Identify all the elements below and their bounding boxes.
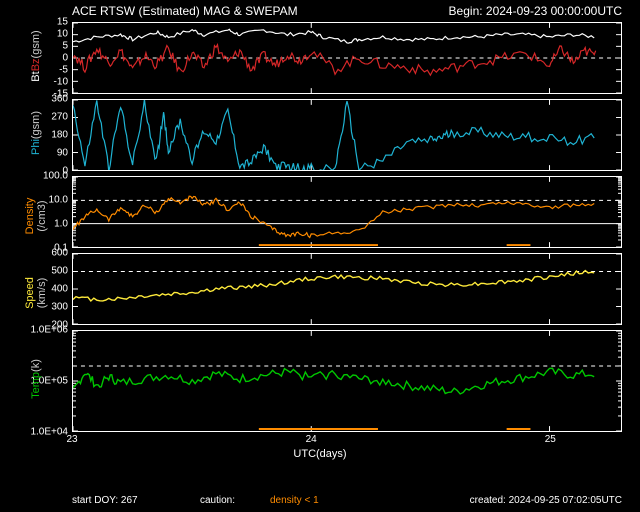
footer-created: created: 2024-09-25 07:02:05UTC — [470, 495, 622, 506]
panel-density — [72, 176, 622, 248]
ytick: 10.0 — [49, 195, 68, 206]
xtick: 23 — [66, 434, 77, 445]
panel-temp — [72, 330, 622, 432]
ytick: 0 — [62, 53, 68, 64]
footer-caution: caution: — [200, 495, 235, 506]
ylabel-density: Density (/cm3) — [24, 186, 48, 246]
ytick: 600 — [51, 248, 68, 259]
xtick: 24 — [306, 434, 317, 445]
panel-mag — [72, 22, 622, 94]
ytick: 500 — [51, 266, 68, 277]
panel-speed — [72, 253, 622, 325]
ylabel-phi: Phi (gsm) — [30, 103, 42, 163]
series-speed-0 — [73, 271, 594, 301]
series-density-0 — [73, 196, 594, 237]
title-left: ACE RTSW (Estimated) MAG & SWEPAM — [72, 4, 298, 18]
ytick: 15 — [57, 17, 68, 28]
ytick: 1.0E+04 — [30, 427, 68, 438]
footer-density-note: density < 1 — [270, 495, 319, 506]
ace-rtsw-chart: { "title_left": "ACE RTSW (Estimated) MA… — [0, 0, 640, 512]
ylabel-mag: Bt Bz (gsm) — [30, 26, 42, 86]
ytick: 10 — [57, 29, 68, 40]
series-mag-0 — [73, 29, 594, 43]
ytick: 180 — [51, 130, 68, 141]
ytick: -10 — [54, 77, 68, 88]
series-mag-1 — [73, 45, 596, 76]
ytick: 1.0E+06 — [30, 325, 68, 336]
title-right: Begin: 2024-09-23 00:00:00UTC — [449, 4, 622, 18]
series-temp-0 — [73, 368, 594, 394]
ytick: 270 — [51, 112, 68, 123]
series-phi-0 — [73, 100, 594, 170]
footer-start-doy: start DOY: 267 — [72, 495, 138, 506]
ytick: 1.0 — [54, 219, 68, 230]
ytick: 100.0 — [43, 171, 68, 182]
ytick: 5 — [62, 41, 68, 52]
ylabel-speed: Speed (km/s) — [24, 263, 48, 323]
xtick: 25 — [545, 434, 556, 445]
ylabel-temp: Temp (k) — [30, 349, 42, 409]
panel-phi — [72, 99, 622, 171]
ytick: 300 — [51, 302, 68, 313]
ytick: 360 — [51, 94, 68, 105]
x-axis-label: UTC(days) — [293, 448, 346, 460]
ytick: 400 — [51, 284, 68, 295]
ytick: -5 — [59, 65, 68, 76]
ytick: 90 — [57, 148, 68, 159]
